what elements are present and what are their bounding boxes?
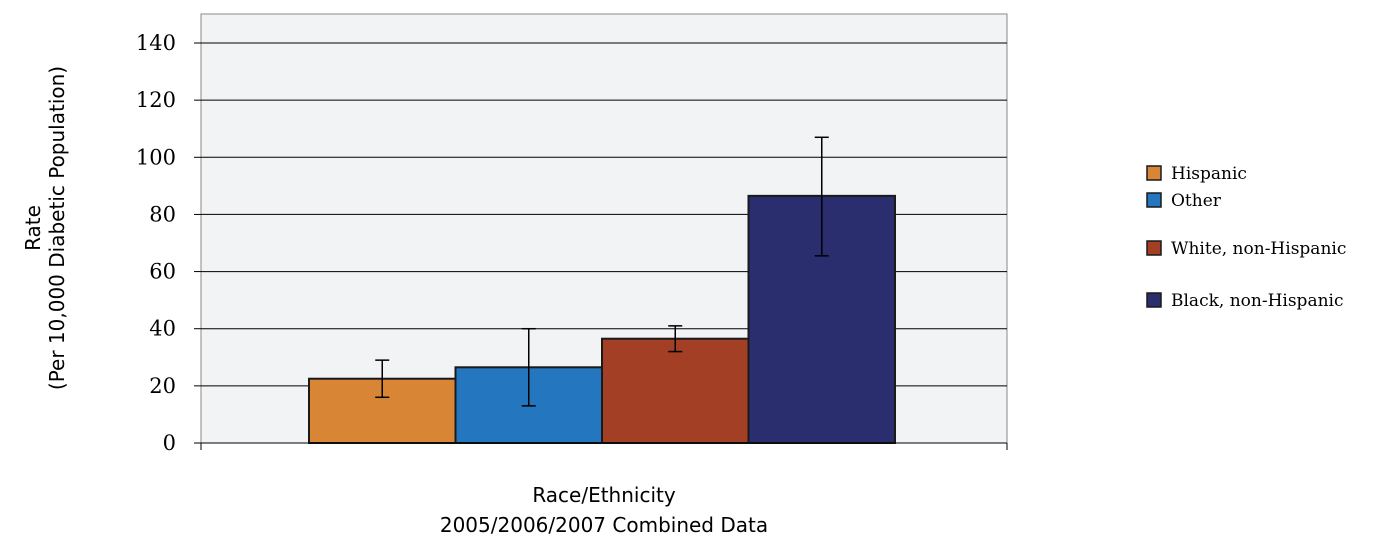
legend-item-0: Hispanic	[1146, 164, 1247, 184]
legend-swatch	[1146, 292, 1162, 308]
error-bar-1	[521, 327, 536, 407]
y-tick-label: 100	[136, 145, 176, 169]
y-tick-label: 120	[136, 88, 176, 112]
y-axis-ticks: 0 20 40 60 80 100 120 140	[136, 31, 201, 455]
y-axis-title-line1: Rate	[21, 205, 45, 251]
y-tick-label: 60	[149, 260, 176, 284]
legend-item-2: White, non-Hispanic	[1146, 239, 1346, 259]
legend-label: White, non-Hispanic	[1171, 239, 1346, 259]
y-tick-label: 0	[163, 431, 176, 455]
error-bars	[375, 136, 829, 407]
error-bar-0	[375, 359, 390, 399]
legend-label: Other	[1171, 191, 1222, 211]
x-axis-title-line1: Race/Ethnicity	[532, 483, 676, 507]
y-tick-label: 140	[136, 31, 176, 55]
error-bar-2	[668, 325, 683, 353]
x-axis-title-line2: 2005/2006/2007 Combined Data	[440, 513, 768, 537]
error-bar-3	[814, 136, 829, 257]
legend-swatch	[1146, 240, 1162, 256]
legend-swatch	[1146, 165, 1162, 181]
legend: Hispanic Other White, non-Hispanic Black, n…	[1146, 164, 1346, 311]
bar-2	[601, 337, 750, 445]
legend-label: Black, non-Hispanic	[1171, 291, 1343, 311]
legend-label: Hispanic	[1171, 164, 1247, 184]
y-tick-label: 40	[149, 317, 176, 341]
y-tick-label: 80	[149, 202, 176, 226]
legend-item-3: Black, non-Hispanic	[1146, 291, 1343, 311]
y-axis-title-line2: (Per 10,000 Diabetic Population)	[45, 66, 69, 390]
legend-item-1: Other	[1146, 191, 1222, 211]
y-tick-label: 20	[149, 374, 176, 398]
legend-swatch	[1146, 192, 1162, 208]
